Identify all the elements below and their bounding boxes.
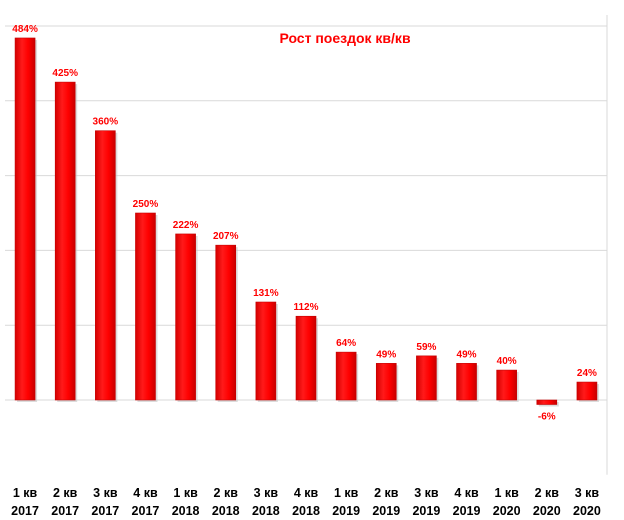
data-label: 425% bbox=[52, 68, 78, 79]
x-tick-label: 4 кв bbox=[133, 486, 158, 500]
x-tick-label: 2018 bbox=[252, 504, 280, 518]
data-label: 49% bbox=[376, 349, 396, 360]
data-label: 59% bbox=[416, 342, 436, 353]
x-tick-label: 2020 bbox=[573, 504, 601, 518]
data-label: 360% bbox=[93, 117, 119, 128]
x-tick-label: 1 кв bbox=[494, 486, 519, 500]
x-tick-label: 1 кв bbox=[173, 486, 198, 500]
x-tick-label: 2017 bbox=[132, 504, 160, 518]
bar bbox=[576, 381, 598, 401]
bar bbox=[295, 315, 317, 401]
bar bbox=[335, 351, 357, 401]
bar bbox=[135, 212, 156, 401]
x-tick-label: 2019 bbox=[332, 504, 360, 518]
x-tick-label: 2 кв bbox=[535, 486, 560, 500]
x-tick-label: 3 кв bbox=[254, 486, 279, 500]
bar bbox=[536, 399, 558, 405]
x-tick-label: 4 кв bbox=[294, 486, 319, 500]
bar bbox=[375, 363, 397, 401]
data-label: 222% bbox=[173, 220, 199, 231]
x-tick-label: 2 кв bbox=[374, 486, 399, 500]
data-label: 250% bbox=[133, 199, 159, 210]
x-tick-label: 2017 bbox=[51, 504, 79, 518]
data-label: 64% bbox=[336, 338, 356, 349]
bar bbox=[456, 363, 477, 401]
bar bbox=[95, 130, 116, 401]
x-tick-label: 1 кв bbox=[334, 486, 359, 500]
data-label: 40% bbox=[497, 356, 517, 367]
data-label: 24% bbox=[577, 368, 597, 379]
bar bbox=[54, 81, 76, 401]
bar bbox=[496, 369, 517, 401]
data-label: -6% bbox=[538, 411, 556, 422]
value-labels: 484% 425% 360% 250% 222% 207% 131% 112% 64% 49% 59… bbox=[12, 24, 597, 423]
x-tick-label: 1 кв bbox=[13, 486, 38, 500]
x-tick-label: 2018 bbox=[172, 504, 200, 518]
bar bbox=[14, 37, 36, 401]
data-label: 484% bbox=[12, 24, 38, 35]
chart-title: Рост поездок кв/кв bbox=[279, 30, 410, 46]
x-tick-label: 3 кв bbox=[575, 486, 600, 500]
x-tick-label: 2019 bbox=[412, 504, 440, 518]
bar bbox=[175, 233, 196, 401]
x-tick-label: 2 кв bbox=[53, 486, 78, 500]
data-label: 207% bbox=[213, 231, 239, 242]
bar bbox=[215, 244, 237, 401]
x-tick-label: 3 кв bbox=[414, 486, 439, 500]
x-tick-label: 2020 bbox=[493, 504, 521, 518]
category-labels: 1 кв 2017 2 кв 2017 3 кв 2017 4 кв 2017 1 кв 2018… bbox=[11, 486, 601, 518]
data-label: 112% bbox=[293, 302, 318, 313]
x-tick-label: 2018 bbox=[212, 504, 240, 518]
x-tick-label: 4 кв bbox=[454, 486, 479, 500]
x-tick-label: 2019 bbox=[372, 504, 400, 518]
bar bbox=[416, 355, 437, 401]
x-tick-label: 2020 bbox=[533, 504, 561, 518]
x-tick-label: 2017 bbox=[91, 504, 119, 518]
bars bbox=[14, 37, 599, 407]
x-tick-label: 2018 bbox=[292, 504, 320, 518]
data-label: 49% bbox=[457, 349, 477, 360]
x-tick-label: 2017 bbox=[11, 504, 39, 518]
x-tick-label: 2 кв bbox=[214, 486, 239, 500]
x-tick-label: 3 кв bbox=[93, 486, 118, 500]
bar bbox=[255, 301, 277, 401]
data-label: 131% bbox=[253, 288, 279, 299]
x-tick-label: 2019 bbox=[453, 504, 481, 518]
